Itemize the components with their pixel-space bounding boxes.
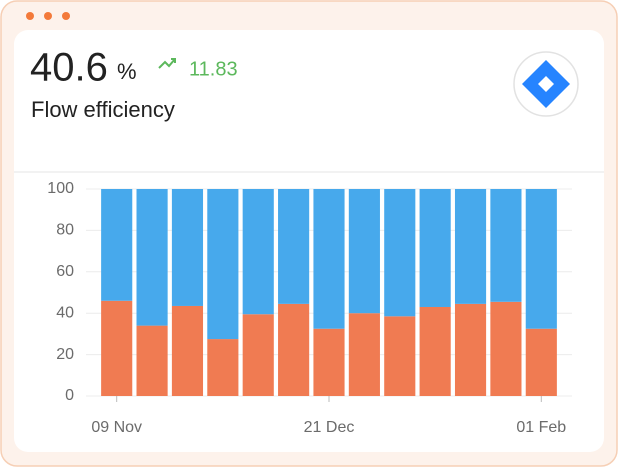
bar-segment (278, 189, 310, 304)
window-dot (62, 12, 70, 20)
bar-segment (525, 189, 557, 329)
bar-segment (207, 189, 239, 340)
y-tick-label: 0 (65, 387, 74, 404)
window-dot (44, 12, 52, 20)
bar-segment (384, 316, 416, 396)
bar-segment (490, 301, 522, 396)
bar-segment (419, 189, 451, 307)
bar-segment (348, 189, 380, 314)
bar-segment (525, 328, 557, 396)
bar-segment (454, 303, 487, 396)
kpi-label: Flow efficiency (31, 97, 175, 122)
jira-logo[interactable] (513, 51, 579, 117)
trend-icon (158, 58, 176, 69)
y-tick-label: 20 (56, 346, 74, 363)
y-tick-label: 100 (47, 180, 74, 197)
jira-logo-mark (522, 60, 570, 108)
window-dot (26, 12, 34, 20)
bar-segment (490, 189, 522, 302)
bar-segment (207, 339, 239, 396)
bar-segment (171, 305, 204, 396)
y-tick-label: 40 (56, 304, 74, 321)
bar-segment (242, 314, 274, 396)
bar-segment (454, 189, 487, 304)
x-tick-label: 01 Feb (516, 419, 566, 436)
x-tick-label: 21 Dec (304, 419, 355, 436)
kpi-change: 11.83 (189, 58, 238, 80)
kpi-unit: % (117, 59, 137, 84)
bar-segment (101, 189, 133, 301)
plot: 0 20 40 60 80 100 09 Nov 21 Dec 01 Feb (47, 180, 572, 436)
bar-segment (101, 300, 133, 396)
bar-segment (313, 328, 345, 396)
kpi-value: 40.6 (30, 46, 108, 90)
bar-segment (348, 313, 380, 396)
bar-segment (313, 189, 345, 329)
bar-segment (278, 303, 310, 396)
trend-icon (171, 58, 176, 63)
x-tick-label: 09 Nov (91, 419, 142, 436)
y-tick-label: 60 (56, 263, 74, 280)
bar-segment (136, 325, 168, 396)
bar-segment (242, 189, 274, 315)
bar-segment (384, 189, 416, 317)
bar-segment (136, 189, 168, 326)
y-tick-label: 80 (56, 222, 74, 239)
bar-segment (171, 189, 204, 306)
bar-segment (419, 306, 451, 396)
